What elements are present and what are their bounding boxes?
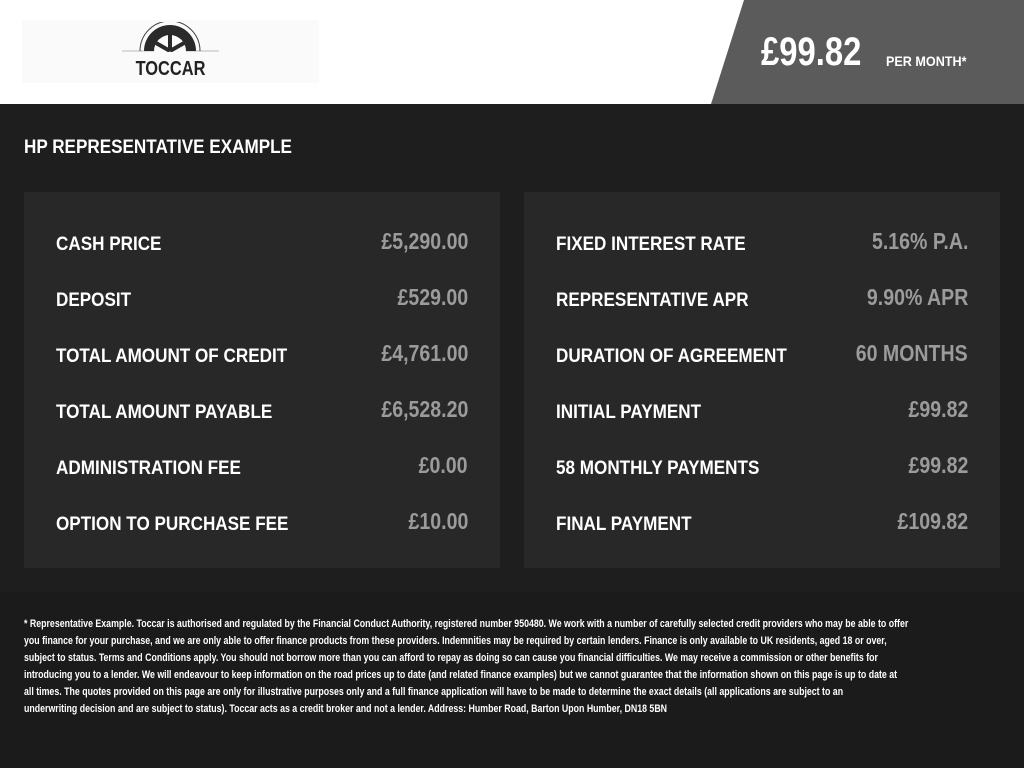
finance-value: £529.00 bbox=[397, 284, 468, 310]
finance-label: 58 MONTHLY PAYMENTS bbox=[556, 458, 760, 479]
finance-row: OPTION TO PURCHASE FEE £10.00 bbox=[56, 508, 468, 538]
header: TOCCAR £99.82 PER MONTH* bbox=[0, 0, 1024, 104]
finance-value: £0.00 bbox=[419, 452, 468, 478]
finance-row: TOTAL AMOUNT OF CREDIT £4,761.00 bbox=[56, 340, 468, 370]
monthly-price: £99.82 bbox=[761, 30, 862, 74]
monthly-price-panel: £99.82 PER MONTH* bbox=[711, 0, 1024, 104]
finance-value: £5,290.00 bbox=[381, 228, 468, 254]
finance-details-left: CASH PRICE £5,290.00 DEPOSIT £529.00 TOTAL A… bbox=[24, 192, 500, 568]
finance-value: £99.82 bbox=[908, 452, 968, 478]
finance-value: £4,761.00 bbox=[381, 340, 468, 366]
finance-row: ADMINISTRATION FEE £0.00 bbox=[56, 452, 468, 482]
finance-label: ADMINISTRATION FEE bbox=[56, 458, 241, 479]
finance-row: FIXED INTEREST RATE 5.16% P.A. bbox=[556, 228, 968, 258]
wheel-logo-icon bbox=[122, 22, 219, 52]
page-title: HP REPRESENTATIVE EXAMPLE bbox=[24, 137, 292, 158]
footer-disclaimer: * Representative Example. Toccar is auth… bbox=[0, 592, 1024, 768]
disclaimer-line: * Representative Example. Toccar is auth… bbox=[24, 618, 909, 630]
finance-label: DEPOSIT bbox=[56, 290, 132, 311]
disclaimer-line: you finance for your purchase, and we ar… bbox=[24, 635, 887, 647]
disclaimer-line: all times. The quotes provided on this p… bbox=[24, 686, 844, 698]
disclaimer-text: * Representative Example. Toccar is auth… bbox=[24, 616, 908, 718]
finance-row: FINAL PAYMENT £109.82 bbox=[556, 508, 968, 538]
disclaimer-line: underwriting decision and are subject to… bbox=[24, 703, 668, 715]
finance-value: £6,528.20 bbox=[381, 396, 468, 422]
finance-row: CASH PRICE £5,290.00 bbox=[56, 228, 468, 258]
finance-label: CASH PRICE bbox=[56, 234, 162, 255]
finance-row: TOTAL AMOUNT PAYABLE £6,528.20 bbox=[56, 396, 468, 426]
finance-label: INITIAL PAYMENT bbox=[556, 402, 702, 423]
finance-label: OPTION TO PURCHASE FEE bbox=[56, 514, 289, 535]
finance-details-right: FIXED INTEREST RATE 5.16% P.A. REPRESENTAT… bbox=[524, 192, 1000, 568]
finance-label: FIXED INTEREST RATE bbox=[556, 234, 746, 255]
finance-row: REPRESENTATIVE APR 9.90% APR bbox=[556, 284, 968, 314]
finance-label: DURATION OF AGREEMENT bbox=[556, 346, 787, 367]
finance-value: 5.16% P.A. bbox=[871, 228, 968, 254]
finance-label: TOTAL AMOUNT PAYABLE bbox=[56, 402, 273, 423]
finance-value: £99.82 bbox=[908, 396, 968, 422]
finance-value: £10.00 bbox=[408, 508, 468, 534]
finance-row: 58 MONTHLY PAYMENTS £99.82 bbox=[556, 452, 968, 482]
finance-label: TOTAL AMOUNT OF CREDIT bbox=[56, 346, 288, 367]
finance-value: 9.90% APR bbox=[866, 284, 968, 310]
per-month-label: PER MONTH* bbox=[886, 53, 967, 69]
disclaimer-line: introducing you to a lender. We will end… bbox=[24, 669, 898, 681]
finance-label: REPRESENTATIVE APR bbox=[556, 290, 749, 311]
finance-value: 60 MONTHS bbox=[856, 340, 968, 366]
finance-row: INITIAL PAYMENT £99.82 bbox=[556, 396, 968, 426]
finance-value: £109.82 bbox=[897, 508, 968, 534]
disclaimer-line: subject to status. Terms and Conditions … bbox=[24, 652, 878, 664]
toccar-logo[interactable]: TOCCAR bbox=[22, 20, 319, 83]
finance-row: DEPOSIT £529.00 bbox=[56, 284, 468, 314]
finance-label: FINAL PAYMENT bbox=[556, 514, 692, 535]
logo-text: TOCCAR bbox=[135, 58, 206, 80]
finance-row: DURATION OF AGREEMENT 60 MONTHS bbox=[556, 340, 968, 370]
